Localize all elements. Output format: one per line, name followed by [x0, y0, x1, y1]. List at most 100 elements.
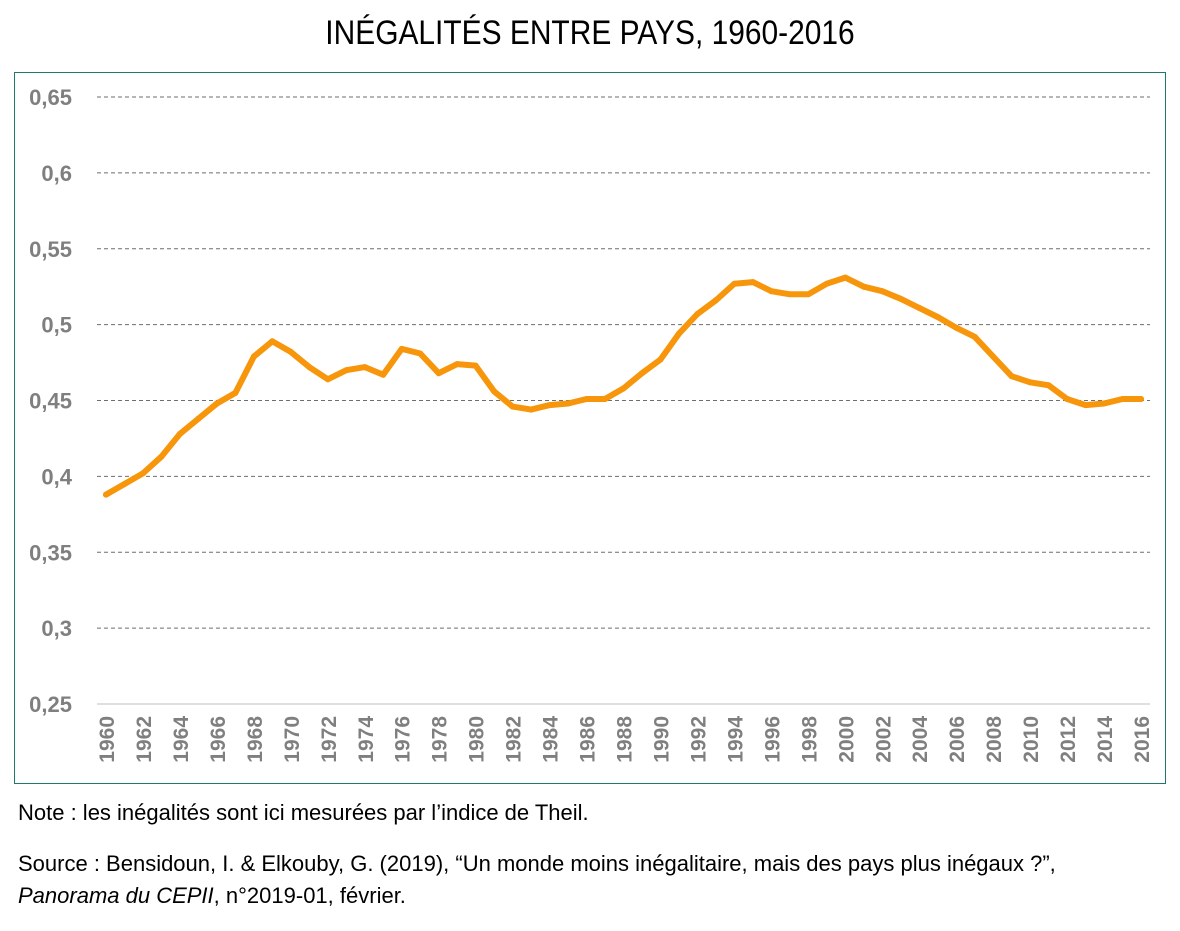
chart-source: Source : Bensidoun, I. & Elkouby, G. (20… — [18, 848, 1168, 912]
data-point — [343, 367, 350, 374]
data-point — [860, 283, 867, 290]
source-publication: Panorama du CEPII — [18, 883, 214, 908]
x-tick-label: 1970 — [281, 716, 304, 763]
data-point — [1119, 396, 1126, 402]
data-point — [158, 453, 165, 460]
data-point — [195, 415, 202, 422]
x-tick-label: 2014 — [1094, 716, 1117, 763]
x-tick-label: 1998 — [798, 716, 821, 763]
data-point — [324, 376, 331, 383]
data-point — [786, 291, 793, 298]
data-point — [269, 338, 276, 345]
line-chart: 0,65 0,6 0,55 0,5 0,45 0,4 0,35 0,3 0,25 1960 1962… — [29, 85, 1154, 763]
x-tick-label: 2006 — [946, 716, 969, 763]
data-point — [639, 370, 645, 377]
data-point — [398, 345, 405, 352]
data-point — [121, 481, 128, 487]
chart-title: INÉGALITÉS ENTRE PAYS, 1960-2016 — [325, 14, 855, 52]
data-point — [879, 288, 886, 295]
y-tick-label: 0,4 — [41, 464, 72, 489]
x-tick-label: 1980 — [466, 716, 489, 763]
data-point — [768, 288, 775, 295]
data-point — [602, 396, 608, 402]
x-tick-label: 2002 — [872, 716, 895, 763]
x-tick-label: 2016 — [1131, 716, 1154, 763]
data-point — [491, 388, 498, 395]
data-point — [176, 430, 183, 437]
data-point — [232, 389, 239, 396]
y-tick-label: 0,25 — [29, 692, 72, 717]
y-tick-label: 0,65 — [29, 85, 72, 110]
x-tick-label: 1966 — [207, 716, 230, 763]
data-point — [620, 385, 627, 392]
data-point — [213, 400, 220, 407]
data-point — [675, 330, 682, 337]
x-tick-label: 1992 — [687, 716, 710, 763]
x-tick-label: 1988 — [614, 716, 637, 763]
data-point — [749, 279, 756, 286]
x-tick-label: 1984 — [540, 716, 563, 763]
data-point — [657, 356, 664, 363]
x-tick-label: 1978 — [429, 716, 452, 763]
data-point — [1045, 382, 1052, 389]
data-point — [1008, 373, 1015, 380]
data-point — [805, 291, 812, 298]
source-text: Source : Bensidoun, I. & Elkouby, G. (20… — [18, 851, 1056, 876]
data-point — [916, 304, 923, 311]
y-tick-label: 0,35 — [29, 540, 72, 565]
x-tick-label: 1968 — [244, 716, 267, 763]
data-point — [306, 364, 313, 371]
data-point — [694, 311, 701, 317]
x-tick-label: 1972 — [318, 716, 341, 763]
data-point — [1138, 396, 1144, 402]
data-point — [140, 470, 146, 477]
data-point — [528, 406, 535, 413]
data-point — [103, 491, 109, 498]
data-point — [287, 348, 294, 355]
data-point — [583, 396, 590, 402]
y-tick-label: 0,55 — [29, 237, 72, 262]
x-tick-label: 2004 — [909, 716, 932, 763]
data-point — [1082, 402, 1089, 409]
data-point — [823, 280, 830, 287]
chart-frame — [14, 72, 1166, 784]
data-point — [897, 295, 904, 302]
x-tick-label: 2008 — [983, 716, 1006, 763]
x-tick-label: 1990 — [650, 716, 673, 763]
data-point — [472, 362, 479, 369]
x-tick-label: 1960 — [96, 716, 119, 763]
data-point — [990, 353, 997, 360]
y-tick-label: 0,3 — [41, 616, 72, 641]
x-tick-label: 1996 — [761, 716, 784, 763]
y-tick-label: 0,5 — [41, 313, 72, 338]
data-point — [380, 371, 387, 378]
y-tick-label: 0,6 — [41, 161, 72, 186]
data-point — [1064, 396, 1071, 402]
x-tick-label: 1974 — [355, 716, 378, 763]
data-point — [971, 333, 978, 340]
data-point — [934, 314, 941, 320]
data-point — [731, 280, 738, 287]
data-point — [546, 402, 553, 409]
source-text-rest: , n°2019-01, février. — [213, 883, 406, 908]
data-point — [417, 350, 424, 357]
data-point — [712, 297, 719, 304]
data-point — [842, 274, 849, 281]
x-tick-label: 1976 — [392, 716, 415, 763]
data-point — [435, 370, 442, 377]
x-tick-label: 1962 — [133, 716, 156, 763]
chart-note: Note : les inégalités sont ici mesurées … — [18, 800, 589, 825]
x-tick-label: 1964 — [170, 716, 193, 763]
data-point — [250, 353, 257, 360]
x-tick-label: 2010 — [1020, 716, 1043, 763]
x-tick-label: 2000 — [835, 716, 858, 763]
y-tick-label: 0,45 — [29, 389, 72, 414]
x-tick-label: 1994 — [724, 716, 747, 763]
data-point — [565, 400, 572, 407]
data-point — [454, 361, 461, 368]
data-point — [1101, 400, 1107, 407]
x-tick-label: 1982 — [503, 716, 526, 763]
data-point — [509, 403, 516, 410]
x-tick-label: 2012 — [1057, 716, 1080, 763]
data-point — [953, 324, 960, 331]
